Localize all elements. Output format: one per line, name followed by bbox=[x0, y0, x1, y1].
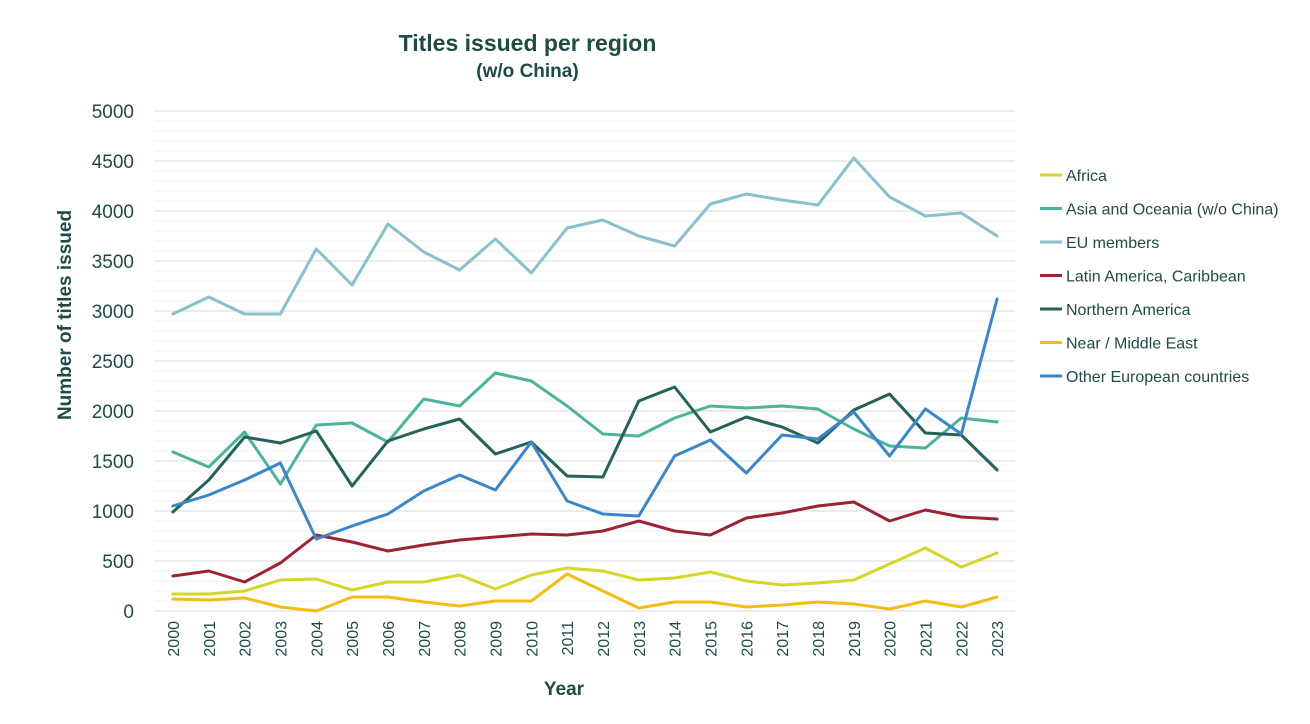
x-tick-label: 2002 bbox=[238, 621, 255, 657]
x-tick-label: 2014 bbox=[668, 621, 685, 657]
x-tick-label: 2019 bbox=[847, 621, 864, 657]
series-line-6 bbox=[171, 297, 999, 541]
x-tick-label: 2013 bbox=[632, 621, 649, 657]
legend-label: Latin America, Caribbean bbox=[1066, 269, 1246, 286]
x-tick-label: 2003 bbox=[273, 621, 290, 657]
series-line-5 bbox=[171, 572, 999, 613]
chart-title: Titles issued per region bbox=[398, 30, 657, 56]
series-line-2 bbox=[171, 156, 999, 316]
y-axis-title: Number of titles issued bbox=[55, 210, 76, 420]
series-line-0 bbox=[171, 546, 999, 596]
series-line-3 bbox=[171, 500, 999, 584]
y-tick-label: 4500 bbox=[92, 152, 134, 173]
x-tick-label: 2021 bbox=[918, 621, 935, 657]
x-tick-label: 2017 bbox=[775, 621, 792, 657]
x-tick-label: 2001 bbox=[202, 621, 219, 657]
series-line-1 bbox=[171, 371, 999, 486]
legend-label: Northern America bbox=[1066, 302, 1191, 319]
x-tick-label: 2022 bbox=[954, 621, 971, 657]
y-tick-label: 3000 bbox=[92, 302, 134, 323]
x-tick-label: 2007 bbox=[417, 621, 434, 657]
x-tick-label: 2016 bbox=[739, 621, 756, 657]
x-tick-label: 2023 bbox=[990, 621, 1007, 657]
x-tick-label: 2020 bbox=[883, 621, 900, 657]
chart-subtitle: (w/o China) bbox=[476, 61, 579, 82]
legend-label: Other European countries bbox=[1066, 369, 1249, 386]
x-tick-label: 2018 bbox=[811, 621, 828, 657]
gridlines bbox=[155, 110, 1015, 612]
x-axis-title: Year bbox=[544, 679, 585, 700]
x-axis-ticks: 2000 2001 2002 2003 2004 2005 2006 2007 2008 2009… bbox=[166, 621, 1007, 657]
x-tick-label: 2009 bbox=[488, 621, 505, 657]
y-tick-label: 1500 bbox=[92, 452, 134, 473]
y-tick-label: 0 bbox=[123, 602, 134, 623]
legend-label: EU members bbox=[1066, 235, 1159, 252]
x-tick-label: 2015 bbox=[703, 621, 720, 657]
y-tick-label: 5000 bbox=[92, 102, 134, 123]
x-tick-label: 2010 bbox=[524, 621, 541, 657]
y-tick-label: 500 bbox=[102, 552, 134, 573]
legend-label: Near / Middle East bbox=[1066, 336, 1198, 353]
x-tick-label: 2011 bbox=[560, 621, 577, 656]
y-axis-ticks: 0 500 1000 1500 2000 2500 3000 3500 4000 4500 5000 bbox=[92, 102, 134, 623]
legend-label: Africa bbox=[1066, 168, 1107, 185]
x-tick-label: 2008 bbox=[453, 621, 470, 657]
legend: Africa Asia and Oceania (w/o China) EU mem… bbox=[1040, 168, 1279, 386]
x-tick-label: 2000 bbox=[166, 621, 183, 657]
y-tick-label: 4000 bbox=[92, 202, 134, 223]
series-line-4 bbox=[171, 385, 999, 514]
y-tick-label: 1000 bbox=[92, 502, 134, 523]
x-tick-label: 2004 bbox=[309, 621, 326, 657]
x-tick-label: 2005 bbox=[345, 621, 362, 657]
y-tick-label: 3500 bbox=[92, 252, 134, 273]
y-tick-label: 2000 bbox=[92, 402, 134, 423]
x-tick-label: 2012 bbox=[596, 621, 613, 657]
x-tick-label: 2006 bbox=[381, 621, 398, 657]
legend-label: Asia and Oceania (w/o China) bbox=[1066, 202, 1279, 219]
y-tick-label: 2500 bbox=[92, 352, 134, 373]
series-lines bbox=[171, 156, 999, 613]
